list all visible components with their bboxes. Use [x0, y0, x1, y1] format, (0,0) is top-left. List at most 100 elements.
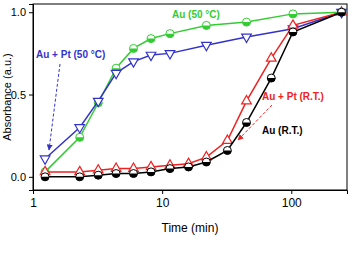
marker-half: [243, 22, 251, 26]
y-tick: 0.5: [11, 89, 33, 101]
marker-shape: [165, 51, 175, 59]
marker: [202, 21, 210, 29]
marker-outline: [147, 35, 155, 43]
series-label: Au (50 °C): [172, 9, 220, 20]
series-line: [45, 12, 341, 158]
x-tick: 1: [30, 190, 37, 210]
marker: [223, 135, 233, 143]
plot-frame: [33, 4, 347, 190]
marker: [76, 133, 84, 141]
y-tick-mark: [29, 95, 33, 96]
marker: [202, 42, 212, 50]
marker-outline: [338, 8, 346, 16]
marker-outline: [289, 10, 297, 18]
marker-shape: [202, 42, 212, 50]
marker-outline: [243, 18, 251, 26]
x-axis-line: [34, 191, 348, 195]
marker: [166, 165, 174, 173]
marker-outline: [267, 74, 275, 82]
marker: [147, 35, 155, 43]
plot-area: [40, 7, 346, 181]
marker-half: [166, 169, 174, 173]
x-axis-title: Time (min): [162, 221, 219, 235]
y-axis-title: Absorbance (a.u.): [1, 53, 13, 140]
marker-half: [166, 34, 174, 38]
marker-half: [147, 39, 155, 43]
marker-half: [338, 12, 346, 16]
marker-outline: [129, 44, 137, 52]
y-tick: 0.0: [11, 171, 33, 183]
series-label: Au + Pt (50 °C): [36, 49, 105, 60]
marker-outline: [338, 8, 346, 16]
x-tick-label: 10: [156, 196, 170, 210]
marker-shape: [242, 96, 252, 104]
series-line: [45, 12, 341, 172]
marker: [243, 119, 251, 127]
x-tick-label: 1: [30, 196, 37, 210]
marker: [41, 173, 49, 181]
marker: [242, 96, 252, 104]
marker: [266, 53, 276, 61]
marker-half: [289, 14, 297, 18]
marker-half: [202, 162, 210, 166]
marker-half: [185, 167, 193, 171]
x-tick-mark: [291, 190, 292, 194]
y-tick-label: 0.0: [11, 171, 26, 183]
marker-half: [223, 150, 231, 154]
marker-outline: [76, 173, 84, 181]
y-tick-label: 1.0: [11, 6, 26, 18]
marker-outline: [129, 170, 137, 178]
marker: [129, 44, 137, 52]
marker-shape: [93, 98, 103, 106]
marker-outline: [166, 30, 174, 38]
marker-outline: [185, 163, 193, 171]
marker: [147, 168, 155, 176]
marker-half: [76, 177, 84, 181]
marker-outline: [41, 173, 49, 181]
marker: [338, 8, 346, 16]
series-label: Au + Pt (R.T.): [262, 91, 324, 102]
marker-outline: [112, 170, 120, 178]
marker-shape: [288, 20, 298, 28]
marker: [165, 51, 175, 59]
marker-half: [202, 25, 210, 29]
marker-half: [129, 48, 137, 52]
marker-shape: [111, 70, 121, 78]
marker-half: [76, 137, 84, 141]
marker-half: [147, 172, 155, 176]
marker: [223, 146, 231, 154]
y-tick: 1.0: [11, 6, 33, 18]
marker: [94, 171, 102, 179]
marker-half: [267, 78, 275, 82]
marker-outline: [289, 28, 297, 36]
chart: 1 10 100 0.0 0.5 1.0 Time (min) Absorbance (a.u…: [0, 0, 352, 260]
marker: [146, 52, 156, 60]
marker: [76, 173, 84, 181]
marker: [289, 10, 297, 18]
y-axis: 0.0 0.5 1.0: [11, 5, 34, 191]
x-tick-label: 100: [282, 196, 302, 210]
marker: [267, 74, 275, 82]
marker-outline: [76, 133, 84, 141]
series-label: Au (R.T.): [262, 125, 303, 136]
marker-shape: [40, 156, 50, 164]
marker: [338, 8, 346, 16]
x-tick: 10: [156, 190, 170, 210]
marker: [166, 30, 174, 38]
marker: [185, 163, 193, 171]
annotation-arrow: [49, 64, 60, 150]
marker: [93, 98, 103, 106]
marker-shape: [75, 125, 85, 133]
marker: [202, 158, 210, 166]
marker: [289, 28, 297, 36]
marker: [243, 18, 251, 26]
marker: [112, 170, 120, 178]
marker-outline: [166, 165, 174, 173]
y-tick-mark: [29, 177, 33, 178]
y-tick-mark: [29, 12, 33, 13]
marker-half: [129, 174, 137, 178]
marker-outline: [147, 168, 155, 176]
y-axis-line: [29, 5, 34, 191]
marker-shape: [129, 59, 139, 67]
marker: [129, 59, 139, 67]
